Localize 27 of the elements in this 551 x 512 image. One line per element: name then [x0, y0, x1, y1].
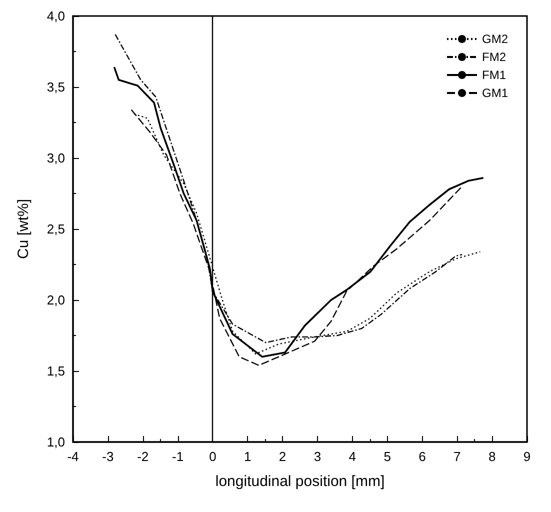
legend-label: FM1: [482, 68, 506, 82]
y-tick-label: 4,0: [46, 8, 65, 24]
y-tick-label: 2,5: [46, 222, 65, 236]
x-tick-label: 5: [384, 449, 391, 464]
x-tick-label: 2: [278, 449, 286, 464]
x-tick-label: 0: [209, 449, 216, 464]
legend-label: GM2: [482, 32, 508, 46]
y-axis-title: Cu [wt%]: [15, 198, 32, 260]
y-tick-label: 3,5: [46, 80, 65, 94]
x-tick-label: -3: [102, 449, 114, 464]
x-tick-label: 4: [348, 449, 356, 464]
legend-label: GM1: [482, 86, 508, 100]
x-tick-label: 8: [488, 449, 496, 464]
x-tick-label: -2: [137, 449, 149, 464]
y-tick-label: 2,0: [46, 292, 65, 308]
x-tick-label: 6: [418, 449, 426, 464]
y-tick-label: 3,0: [46, 150, 65, 166]
x-tick-label: 7: [454, 449, 461, 464]
x-axis-title: longitudinal position [mm]: [215, 473, 385, 490]
y-tick-label: 1,0: [46, 434, 65, 450]
x-tick-label: 9: [523, 449, 531, 464]
x-tick-label: 1: [244, 449, 252, 464]
x-tick-label: -4: [67, 449, 79, 464]
legend-label: FM2: [482, 50, 506, 64]
y-tick-label: 1,5: [46, 364, 65, 378]
x-tick-label: 3: [314, 449, 322, 464]
x-tick-label: -1: [172, 449, 184, 464]
